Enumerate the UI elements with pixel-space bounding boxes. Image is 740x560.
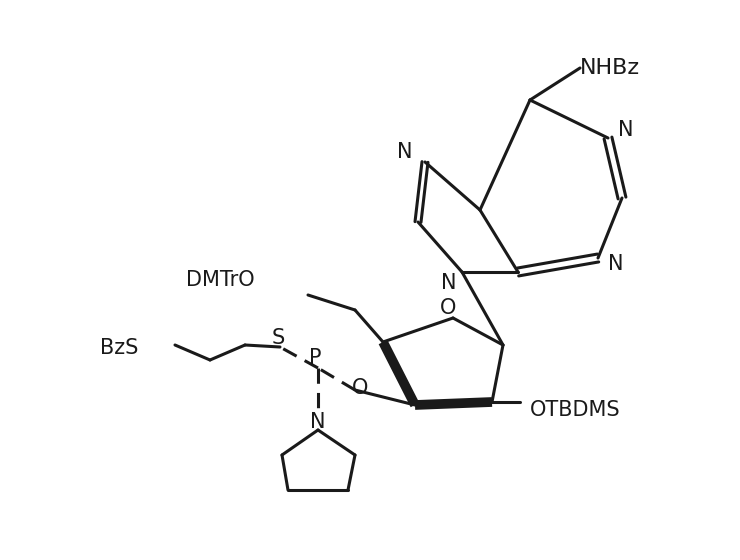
Text: N: N [397, 142, 412, 162]
Text: NHBz: NHBz [580, 58, 640, 78]
Text: DMTrO: DMTrO [186, 270, 255, 290]
Text: OTBDMS: OTBDMS [530, 400, 621, 420]
Text: P: P [309, 348, 321, 368]
Text: N: N [310, 412, 326, 432]
Text: O: O [440, 298, 456, 318]
Text: N: N [440, 273, 456, 293]
Text: N: N [618, 120, 633, 140]
Text: BzS: BzS [100, 338, 138, 358]
Text: S: S [272, 328, 285, 348]
Text: N: N [608, 254, 624, 274]
Text: O: O [352, 378, 369, 398]
